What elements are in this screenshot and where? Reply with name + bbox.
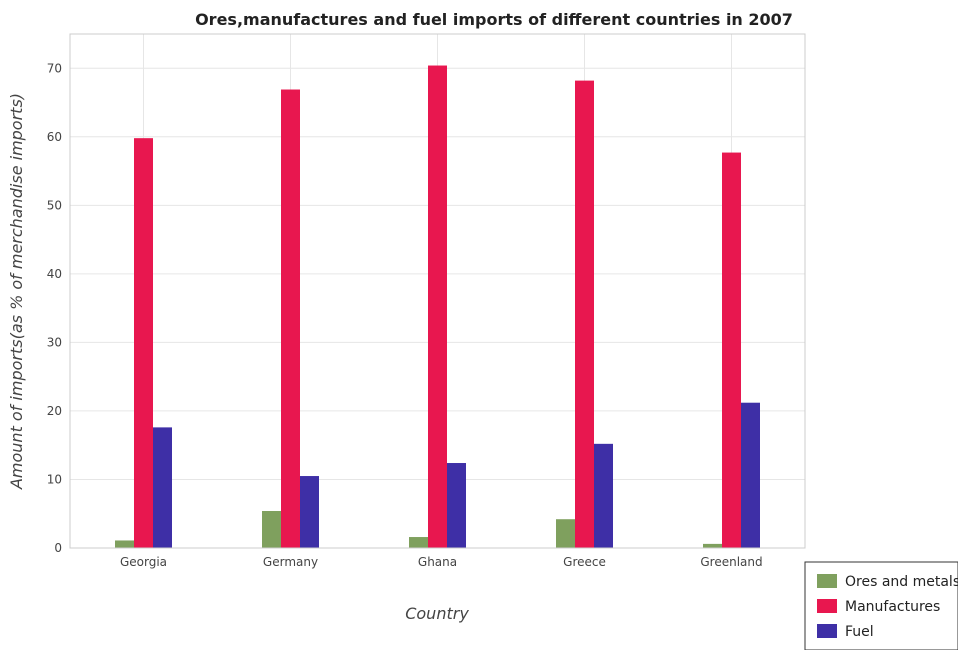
chart-title: Ores,manufactures and fuel imports of di… bbox=[195, 10, 793, 29]
bar-fuel bbox=[153, 427, 172, 548]
bar-manufactures bbox=[722, 152, 741, 548]
bar-manufactures bbox=[281, 89, 300, 549]
bar-ores-and-metals bbox=[262, 510, 281, 548]
bar-manufactures bbox=[575, 80, 594, 549]
x-tick-label: Germany bbox=[263, 555, 318, 569]
x-axis-label: Country bbox=[405, 604, 469, 623]
x-tick-label: Greece bbox=[563, 555, 606, 569]
bar-fuel bbox=[447, 463, 466, 548]
legend-label: Fuel bbox=[845, 624, 874, 640]
bar-manufactures bbox=[428, 65, 447, 548]
x-tick-label: Greenland bbox=[700, 555, 762, 569]
legend-swatch bbox=[817, 599, 837, 613]
y-tick-label: 50 bbox=[47, 198, 62, 212]
bars bbox=[115, 65, 760, 549]
bar-manufactures bbox=[134, 138, 153, 549]
x-tick-label: Georgia bbox=[120, 555, 167, 569]
bar-fuel bbox=[300, 476, 319, 548]
plot-frame bbox=[69, 33, 806, 549]
y-ticks: 0 10 20 30 40 50 60 70 bbox=[47, 61, 62, 555]
bar-ores-and-metals bbox=[115, 540, 134, 548]
x-tick-label: Ghana bbox=[418, 555, 457, 569]
legend-swatch bbox=[817, 574, 837, 588]
legend: Ores and metals Manufactures Fuel bbox=[804, 561, 958, 650]
x-ticks: Georgia Germany Ghana Greece Greenland bbox=[120, 555, 763, 569]
bar-fuel bbox=[594, 443, 613, 548]
legend-label: Ores and metals bbox=[845, 574, 958, 590]
y-tick-label: 40 bbox=[47, 267, 62, 281]
y-axis-label: Amount of imports(as % of merchandise im… bbox=[7, 93, 26, 490]
bar-ores-and-metals bbox=[409, 537, 428, 548]
bar-fuel bbox=[741, 402, 760, 548]
y-tick-label: 10 bbox=[47, 472, 62, 486]
y-tick-label: 20 bbox=[47, 404, 62, 418]
y-tick-label: 30 bbox=[47, 335, 62, 349]
y-tick-label: 60 bbox=[47, 130, 62, 144]
bar-ores-and-metals bbox=[556, 519, 575, 548]
y-tick-label: 0 bbox=[54, 541, 62, 555]
bar-ores-and-metals bbox=[703, 543, 722, 548]
y-tick-label: 70 bbox=[47, 61, 62, 75]
legend-label: Manufactures bbox=[845, 599, 940, 615]
legend-swatch bbox=[817, 624, 837, 638]
